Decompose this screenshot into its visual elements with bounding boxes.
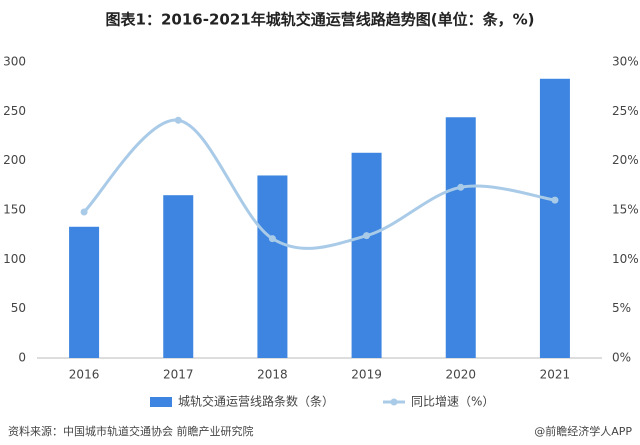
legend-label: 同比增速（%） [411, 395, 494, 409]
bar [163, 195, 194, 358]
x-tick-label: 2021 [540, 368, 571, 382]
y2-tick-label: 20% [612, 153, 639, 167]
y2-tick-label: 25% [612, 104, 639, 118]
y-tick-label: 100 [3, 252, 26, 266]
x-tick-label: 2018 [257, 368, 288, 382]
line-marker [268, 235, 276, 243]
y2-tick-label: 5% [612, 301, 631, 315]
y-tick-label: 150 [3, 203, 26, 217]
legend-swatch [150, 397, 172, 407]
y-tick-label: 300 [3, 55, 26, 69]
y2-tick-label: 0% [612, 351, 631, 365]
y2-tick-label: 15% [612, 203, 639, 217]
line-marker [457, 183, 465, 191]
bar [351, 152, 382, 358]
legend-swatch [390, 398, 398, 406]
chart-title: 图表1：2016-2021年城轨交通运营线路趋势图(单位：条，%) [106, 11, 535, 29]
source: 资料来源：中国城市轨道交通协会 前瞻产业研究院 [8, 424, 254, 438]
y2-tick-label: 30% [612, 55, 639, 69]
line [83, 118, 556, 250]
credit: @前瞻经济学人APP [534, 424, 632, 438]
line-marker [80, 208, 88, 216]
bar [257, 175, 288, 358]
bar [445, 117, 476, 359]
x-tick-label: 2017 [163, 368, 194, 382]
legend-label: 城轨交通运营线路条数（条） [178, 394, 334, 409]
line-marker [174, 116, 182, 124]
x-tick-label: 2016 [69, 368, 100, 382]
bar [69, 226, 100, 358]
y2-tick-label: 10% [612, 252, 639, 266]
x-tick-label: 2020 [445, 368, 476, 382]
x-tick-label: 2019 [351, 368, 382, 382]
y-tick-label: 200 [3, 153, 26, 167]
line-marker [363, 232, 371, 240]
line-marker [551, 196, 559, 204]
bar [539, 78, 570, 359]
y-tick-label: 50 [11, 301, 26, 315]
y-tick-label: 250 [3, 104, 26, 118]
y-tick-label: 0 [18, 351, 26, 365]
